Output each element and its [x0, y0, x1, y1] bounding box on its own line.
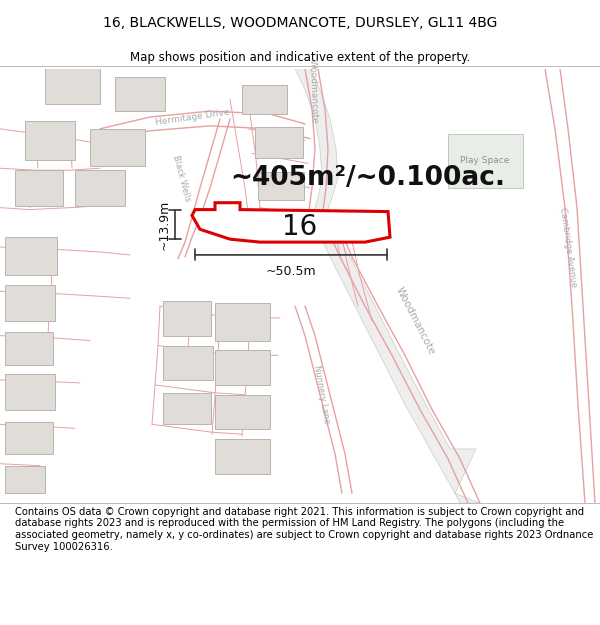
Bar [5, 374, 55, 409]
Text: ~13.9m: ~13.9m [158, 200, 171, 250]
Bar [25, 121, 75, 161]
Bar [215, 303, 270, 341]
Bar [215, 439, 270, 474]
Bar [215, 351, 270, 385]
Bar [163, 392, 211, 424]
Text: 16: 16 [283, 213, 317, 241]
Text: Hermitage Drive: Hermitage Drive [155, 107, 231, 127]
Bar [163, 346, 213, 380]
Bar [5, 237, 57, 274]
Text: Nunnery Lane: Nunnery Lane [313, 365, 332, 425]
Bar [5, 422, 53, 454]
Polygon shape [295, 69, 338, 218]
Text: Woodmancote: Woodmancote [394, 286, 436, 356]
Text: Contains OS data © Crown copyright and database right 2021. This information is : Contains OS data © Crown copyright and d… [15, 507, 593, 552]
Bar [242, 84, 287, 114]
Text: ~50.5m: ~50.5m [266, 265, 316, 278]
Text: Map shows position and indicative extent of the property.: Map shows position and indicative extent… [130, 51, 470, 64]
Bar [448, 134, 523, 188]
Bar [5, 332, 53, 365]
Bar [15, 170, 63, 206]
Bar [255, 127, 303, 158]
Bar [115, 77, 165, 111]
Bar [5, 286, 55, 321]
Polygon shape [312, 217, 480, 503]
Text: 16, BLACKWELLS, WOODMANCOTE, DURSLEY, GL11 4BG: 16, BLACKWELLS, WOODMANCOTE, DURSLEY, GL… [103, 16, 497, 31]
Text: ~405m²/~0.100ac.: ~405m²/~0.100ac. [230, 165, 505, 191]
Bar [215, 395, 270, 429]
Bar [258, 172, 304, 200]
Text: Woodmancote: Woodmancote [307, 59, 319, 124]
Bar [90, 129, 145, 166]
Bar [75, 170, 125, 206]
Polygon shape [192, 202, 390, 242]
Text: Play Space: Play Space [460, 156, 509, 165]
Bar [163, 301, 211, 336]
Bar [5, 466, 45, 493]
Bar [45, 67, 100, 104]
Text: Cambridge Avenue: Cambridge Avenue [558, 206, 578, 288]
Text: Black Wells: Black Wells [172, 154, 193, 202]
